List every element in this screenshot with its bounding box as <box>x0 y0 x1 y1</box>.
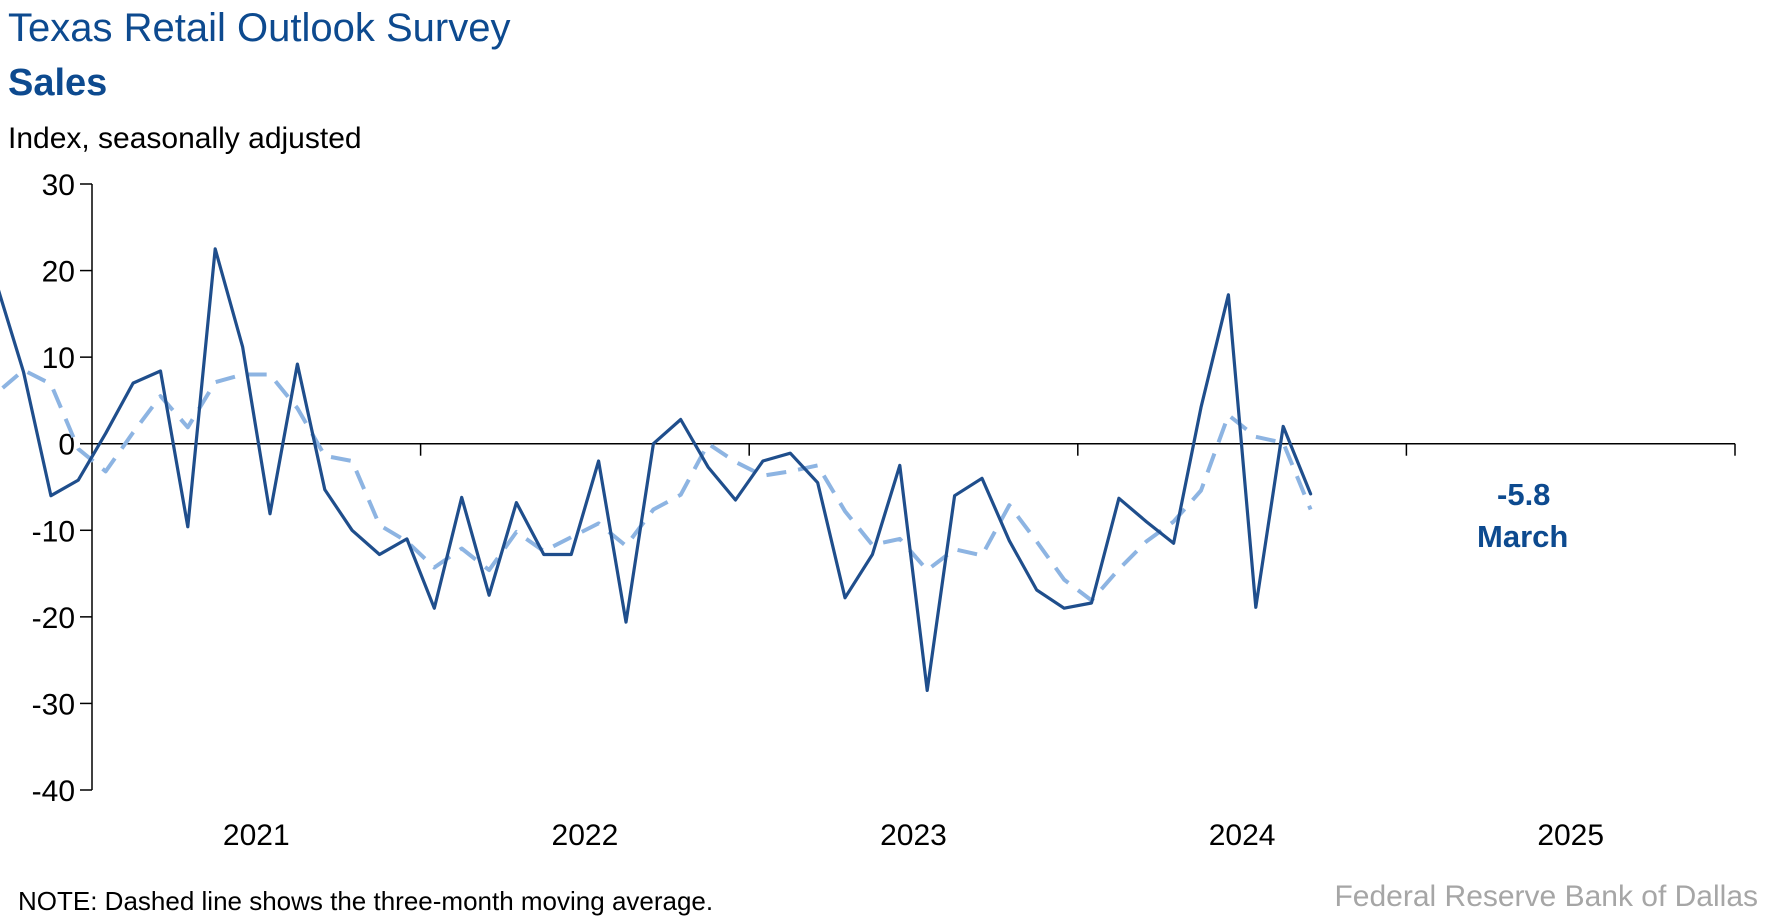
x-tick-label: 2025 <box>1537 819 1604 852</box>
y-tick-label: 10 <box>42 342 75 375</box>
source-credit: Federal Reserve Bank of Dallas <box>1334 880 1758 913</box>
annotation-value: -5.8 <box>1497 477 1550 512</box>
y-tick-labels: -40 -30 -20 -10 0 10 20 30 <box>32 169 75 808</box>
chart-subtitle: Sales <box>8 62 108 104</box>
axes <box>80 183 1736 791</box>
x-tick-label: 2024 <box>1209 819 1276 852</box>
chart-note: NOTE: Dashed line shows the three-month … <box>18 886 714 916</box>
last-value-annotation: -5.8 March <box>1477 477 1568 554</box>
y-tick-label: -30 <box>32 688 75 721</box>
x-tick-labels: 2021 2022 2023 2024 2025 <box>223 819 1604 852</box>
chart-title: Texas Retail Outlook Survey <box>8 6 511 50</box>
y-tick-label: -40 <box>32 775 75 808</box>
y-axis-unit-label: Index, seasonally adjusted <box>8 122 362 155</box>
y-tick-label: -10 <box>32 515 75 548</box>
annotation-label: March <box>1477 519 1568 554</box>
sales-index-line <box>0 247 1313 693</box>
x-tick-label: 2022 <box>552 819 619 852</box>
y-tick-label: 30 <box>42 169 75 202</box>
y-tick-label: 0 <box>58 429 75 462</box>
series-lines <box>0 247 1313 693</box>
x-tick-label: 2023 <box>880 819 947 852</box>
y-tick-label: -20 <box>32 602 75 635</box>
y-tick-label: 20 <box>42 256 75 289</box>
x-tick-label: 2021 <box>223 819 290 852</box>
moving-average-line <box>0 368 1313 603</box>
